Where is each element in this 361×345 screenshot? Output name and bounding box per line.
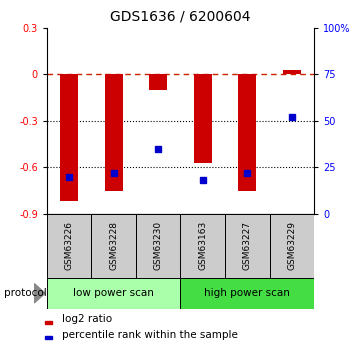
Text: GSM63229: GSM63229 <box>287 221 296 270</box>
Text: GSM63227: GSM63227 <box>243 221 252 270</box>
Text: GSM63228: GSM63228 <box>109 221 118 270</box>
Text: high power scan: high power scan <box>204 288 290 298</box>
Bar <box>60 74 78 201</box>
Bar <box>45 321 52 324</box>
Bar <box>47 278 180 309</box>
Bar <box>136 214 180 278</box>
Text: percentile rank within the sample: percentile rank within the sample <box>62 330 238 340</box>
Bar <box>225 214 270 278</box>
Bar <box>270 214 314 278</box>
Bar <box>194 74 212 162</box>
Polygon shape <box>34 284 45 303</box>
Bar <box>45 336 52 339</box>
Bar <box>105 74 123 190</box>
Bar <box>238 74 256 190</box>
Title: GDS1636 / 6200604: GDS1636 / 6200604 <box>110 10 251 24</box>
Text: GSM63230: GSM63230 <box>154 221 163 270</box>
Text: GSM63226: GSM63226 <box>65 221 74 270</box>
Bar <box>180 214 225 278</box>
Text: low power scan: low power scan <box>73 288 154 298</box>
Text: protocol: protocol <box>4 288 46 298</box>
Bar <box>47 214 91 278</box>
Text: GSM63163: GSM63163 <box>198 221 207 270</box>
Text: log2 ratio: log2 ratio <box>62 314 112 324</box>
Bar <box>91 214 136 278</box>
Bar <box>180 278 314 309</box>
Bar <box>283 69 301 74</box>
Bar <box>149 74 167 90</box>
